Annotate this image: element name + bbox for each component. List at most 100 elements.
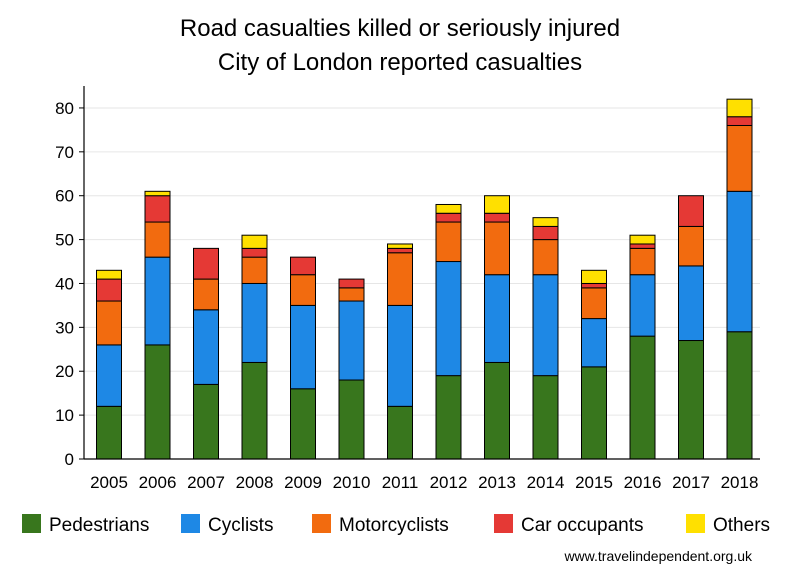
gridlines	[84, 107, 760, 416]
y-tick-label: 30	[55, 318, 74, 337]
bar-segment-others-2015	[581, 269, 607, 284]
bar-segment-car-occupants-2014	[532, 225, 559, 241]
legend-swatch-others	[686, 514, 705, 533]
y-axis-ticks: 0 10 20 30 40 50 60 70 80	[55, 99, 84, 469]
x-tick-label: 2006	[139, 473, 177, 492]
bar-segment-cyclists-2010	[338, 300, 365, 381]
bar-segment-car-occupants-2017	[678, 195, 704, 227]
bar-segment-others-2011	[387, 243, 413, 249]
bar-segment-cyclists-2009	[290, 304, 316, 390]
bar-segment-car-occupants-2009	[290, 256, 316, 276]
bar-segment-motorcyclists-2009	[290, 274, 316, 306]
bar-segment-pedestrians-2009	[290, 388, 316, 460]
y-tick-label: 70	[55, 143, 74, 162]
bar-segment-others-2016	[629, 234, 656, 245]
y-tick-label: 10	[55, 406, 74, 425]
bar-segment-pedestrians-2015	[581, 366, 607, 460]
x-tick-label: 2015	[575, 473, 613, 492]
bar-segment-cyclists-2018	[726, 190, 753, 333]
bar-segment-cyclists-2014	[532, 274, 559, 377]
bar-segment-pedestrians-2016	[629, 335, 656, 460]
legend-swatch-pedestrians	[22, 514, 41, 533]
bar-segment-motorcyclists-2012	[435, 221, 462, 263]
bar-segment-car-occupants-2012	[435, 212, 462, 223]
bar-segment-motorcyclists-2018	[726, 124, 753, 192]
x-tick-label: 2010	[333, 473, 371, 492]
x-tick-label: 2016	[624, 473, 662, 492]
bar-segment-cyclists-2012	[435, 261, 462, 377]
bar-segment-car-occupants-2013	[484, 212, 510, 223]
bar-segment-others-2013	[484, 195, 510, 214]
x-tick-label: 2013	[478, 473, 516, 492]
bar-segment-cyclists-2013	[484, 274, 510, 363]
bar-segment-car-occupants-2015	[581, 282, 607, 289]
bar-segment-pedestrians-2010	[338, 379, 365, 460]
bar-segment-motorcyclists-2015	[581, 287, 607, 320]
bar-segment-pedestrians-2011	[387, 405, 413, 460]
bar-segment-pedestrians-2012	[435, 375, 462, 460]
x-tick-label: 2011	[382, 473, 419, 492]
bar-segment-pedestrians-2013	[484, 361, 510, 460]
bar-segment-pedestrians-2005	[96, 405, 122, 460]
x-tick-label: 2018	[721, 473, 759, 492]
axes	[83, 86, 760, 460]
bar-segment-cyclists-2016	[629, 274, 656, 337]
legend-label: Car occupants	[521, 515, 644, 536]
x-tick-label: 2012	[430, 473, 468, 492]
bar-segment-others-2008	[241, 234, 268, 249]
bar-segment-car-occupants-2018	[726, 116, 753, 126]
chart-subtitle: City of London reported casualties	[218, 49, 582, 76]
y-tick-label: 50	[55, 231, 74, 250]
legend-label: Pedestrians	[49, 515, 149, 536]
bar-segment-motorcyclists-2005	[96, 300, 122, 346]
bar-segment-others-2005	[96, 269, 122, 280]
bar-segment-car-occupants-2011	[387, 247, 413, 254]
bar-segment-motorcyclists-2013	[484, 221, 510, 276]
bar-segment-car-occupants-2008	[241, 247, 268, 258]
y-tick-label: 60	[55, 187, 74, 206]
bar-segment-others-2018	[726, 98, 753, 118]
legend-swatch-cyclists	[181, 514, 200, 533]
bar-segment-motorcyclists-2017	[678, 225, 704, 267]
bar-segment-pedestrians-2018	[726, 331, 753, 460]
bars	[96, 98, 753, 460]
bar-segment-cyclists-2007	[193, 309, 219, 385]
x-axis-ticks: 2005 2006 2007 2008 2009 2010 2011 2012 2013 2014…	[90, 473, 758, 492]
bar-segment-cyclists-2006	[144, 256, 171, 346]
bar-segment-motorcyclists-2011	[387, 252, 413, 306]
source-credit: www.travelindependent.org.uk	[563, 548, 753, 564]
bar-segment-cyclists-2011	[387, 304, 413, 407]
bar-segment-pedestrians-2014	[532, 375, 559, 460]
bar-segment-car-occupants-2016	[629, 243, 656, 249]
x-tick-label: 2008	[236, 473, 274, 492]
legend-swatch-car-occupants	[494, 514, 513, 533]
bar-segment-car-occupants-2010	[338, 278, 365, 289]
y-tick-label: 0	[65, 450, 74, 469]
bar-segment-motorcyclists-2016	[629, 247, 656, 276]
legend: Pedestrians Cyclists Motorcyclists Car occu…	[22, 514, 770, 536]
bar-segment-others-2006	[144, 190, 171, 197]
y-tick-label: 20	[55, 362, 74, 381]
bar-segment-cyclists-2005	[96, 344, 122, 407]
bar-segment-others-2014	[532, 217, 559, 227]
bar-segment-cyclists-2008	[241, 282, 268, 363]
bar-segment-cyclists-2017	[678, 265, 704, 342]
bar-segment-pedestrians-2006	[144, 344, 171, 460]
bar-segment-car-occupants-2005	[96, 278, 122, 302]
bar-segment-motorcyclists-2008	[241, 256, 268, 284]
x-tick-label: 2005	[90, 473, 128, 492]
bar-segment-others-2012	[435, 203, 462, 214]
y-tick-label: 40	[55, 274, 74, 293]
bar-segment-motorcyclists-2006	[144, 221, 171, 258]
y-tick-label: 80	[55, 99, 74, 118]
x-tick-label: 2009	[284, 473, 322, 492]
bar-segment-pedestrians-2017	[678, 340, 704, 460]
bar-segment-motorcyclists-2010	[338, 287, 365, 302]
x-tick-label: 2007	[187, 473, 225, 492]
bar-segment-car-occupants-2007	[193, 247, 219, 280]
bar-segment-car-occupants-2006	[144, 195, 171, 223]
legend-label: Others	[713, 515, 770, 536]
bar-segment-cyclists-2015	[581, 318, 607, 368]
chart-title: Road casualties killed or seriously inju…	[180, 15, 620, 42]
